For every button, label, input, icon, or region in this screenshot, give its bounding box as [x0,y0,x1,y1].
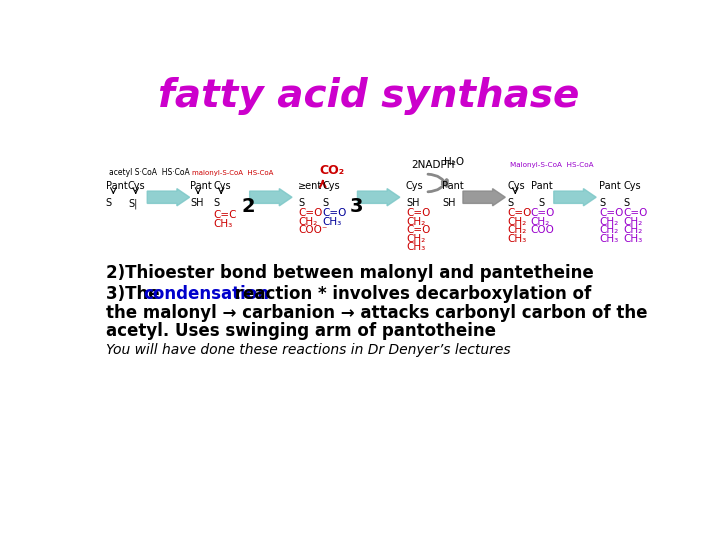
Text: Pant: Pant [442,181,464,192]
Text: COO: COO [531,225,554,235]
Text: C=O: C=O [531,208,555,218]
Text: CH₃: CH₃ [508,234,527,244]
Text: fatty acid synthase: fatty acid synthase [158,77,580,114]
Text: reaction * involves decarboxylation of: reaction * involves decarboxylation of [229,285,591,303]
Text: Cys: Cys [406,181,423,192]
FancyArrow shape [357,188,400,206]
Text: CH₃: CH₃ [599,234,618,244]
Text: Cys: Cys [323,181,341,192]
Text: C=O: C=O [599,208,624,218]
Text: H₂O: H₂O [444,157,464,167]
Text: S: S [298,198,305,208]
Text: Pant: Pant [599,181,621,192]
FancyArrow shape [148,188,189,206]
Text: C=O: C=O [298,208,323,218]
Text: S: S [539,198,544,208]
Text: S: S [106,198,112,208]
Text: C=C: C=C [213,210,237,220]
Text: CH₃: CH₃ [623,234,642,244]
Text: 2: 2 [242,197,256,216]
Text: SH: SH [190,198,204,208]
Text: CO₂: CO₂ [320,164,345,177]
Text: S|: S| [128,198,138,208]
Text: Cys: Cys [623,181,641,192]
Text: You will have done these reactions in Dr Denyer’s lectures: You will have done these reactions in Dr… [106,343,510,357]
Text: Malonyl-S-CoA  HS-CoA: Malonyl-S-CoA HS-CoA [510,162,593,168]
Text: S: S [599,198,606,208]
Text: S: S [213,198,220,208]
Text: CH₂: CH₂ [406,217,426,227]
Text: CH₃: CH₃ [213,219,233,229]
Text: Pant: Pant [190,181,212,192]
FancyArrow shape [463,188,505,206]
Text: 3)The: 3)The [106,285,165,303]
Text: CH₂: CH₂ [508,225,527,235]
Text: S: S [323,198,329,208]
Text: Pant: Pant [531,181,552,192]
Text: Cys: Cys [128,181,145,192]
Text: SH: SH [406,198,420,208]
Text: CH₂: CH₂ [599,217,618,227]
Text: S: S [508,198,514,208]
Text: C=O: C=O [323,208,347,218]
Text: C=O: C=O [406,225,431,235]
Text: CH₂: CH₂ [298,217,318,227]
FancyArrow shape [554,188,596,206]
Text: 2NADPH: 2NADPH [411,160,455,170]
Text: CH₃: CH₃ [323,217,342,227]
FancyArrow shape [250,188,292,206]
Text: CH₂: CH₂ [406,234,426,244]
Text: CH₂: CH₂ [623,225,642,235]
Text: C=O: C=O [508,208,532,218]
Text: CH₂: CH₂ [623,217,642,227]
Text: CH₃: CH₃ [406,242,426,252]
Text: acetyl S·CoA  HS·CoA: acetyl S·CoA HS·CoA [109,168,189,177]
Text: 2)Thioester bond between malonyl and pantetheine: 2)Thioester bond between malonyl and pan… [106,264,593,282]
Text: CH₂: CH₂ [531,217,550,227]
Text: C=O: C=O [623,208,647,218]
Text: Cys: Cys [508,181,525,192]
Text: 3: 3 [350,197,364,216]
Text: C=O: C=O [406,208,431,218]
Text: COO⁻: COO⁻ [298,225,328,235]
Text: Pant: Pant [106,181,127,192]
Text: CH₂: CH₂ [599,225,618,235]
Text: CH₂: CH₂ [508,217,527,227]
Text: ≥ent: ≥ent [298,181,323,192]
Text: malonyl-S-CoA  HS-CoA: malonyl-S-CoA HS-CoA [192,170,274,176]
Text: condensation: condensation [143,285,269,303]
Text: SH: SH [442,198,456,208]
Text: Cys: Cys [213,181,231,192]
Text: acetyl. Uses swinging arm of pantotheine: acetyl. Uses swinging arm of pantotheine [106,322,495,340]
Text: S: S [623,198,629,208]
Text: the malonyl → carbanion → attacks carbonyl carbon of the: the malonyl → carbanion → attacks carbon… [106,303,647,322]
